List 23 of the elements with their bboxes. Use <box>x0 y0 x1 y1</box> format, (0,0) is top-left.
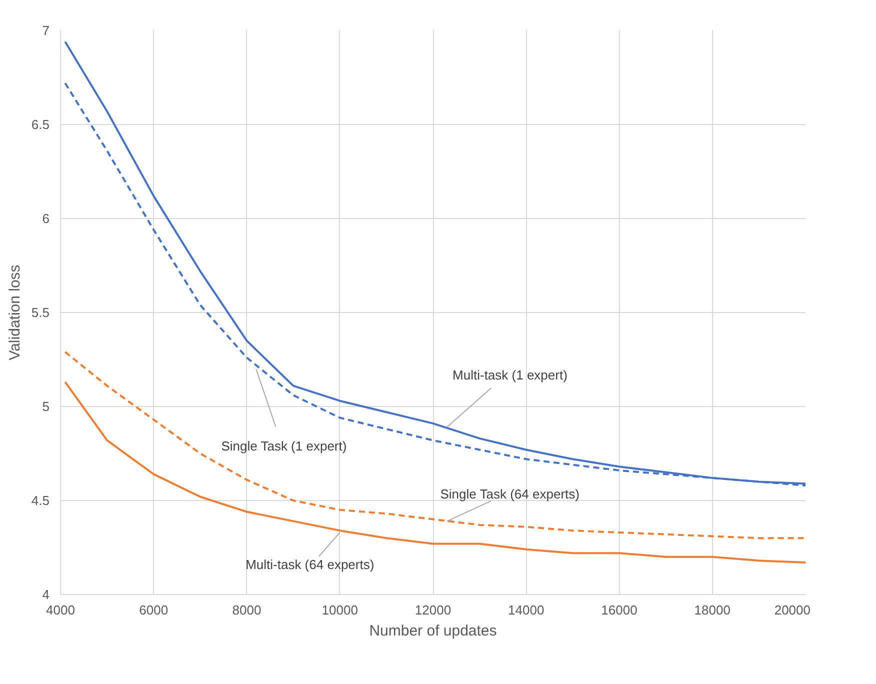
x-tick-label: 12000 <box>414 602 452 618</box>
x-axis-title: Number of updates <box>369 622 497 640</box>
x-tick-label: 16000 <box>601 602 638 618</box>
y-tick-label: 7 <box>42 23 50 38</box>
y-axis-title: Validation loss <box>6 264 24 360</box>
x-tick-label: 4000 <box>46 602 75 618</box>
y-tick-label: 6.5 <box>31 117 50 132</box>
x-tick-label: 10000 <box>322 602 358 618</box>
annotation: Single Task (64 experts) <box>440 486 580 502</box>
y-tick-label: 4.5 <box>31 493 50 508</box>
y-tick-label: 4 <box>42 587 50 602</box>
x-tick-label: 6000 <box>139 602 168 618</box>
annotation: Single Task (1 expert) <box>221 438 347 454</box>
x-tick-label: 20000 <box>774 602 811 618</box>
annotation: Multi-task (64 experts) <box>246 556 374 572</box>
x-tick-label: 18000 <box>694 602 730 618</box>
x-tick-label: 14000 <box>508 602 544 618</box>
annotation: Multi-task (1 expert) <box>452 368 568 383</box>
y-tick-label: 5.5 <box>31 305 50 320</box>
y-tick-label: 5 <box>42 399 50 414</box>
line-series <box>64 350 806 540</box>
y-tick-label: 6 <box>42 211 50 226</box>
x-tick-label: 8000 <box>232 602 262 618</box>
